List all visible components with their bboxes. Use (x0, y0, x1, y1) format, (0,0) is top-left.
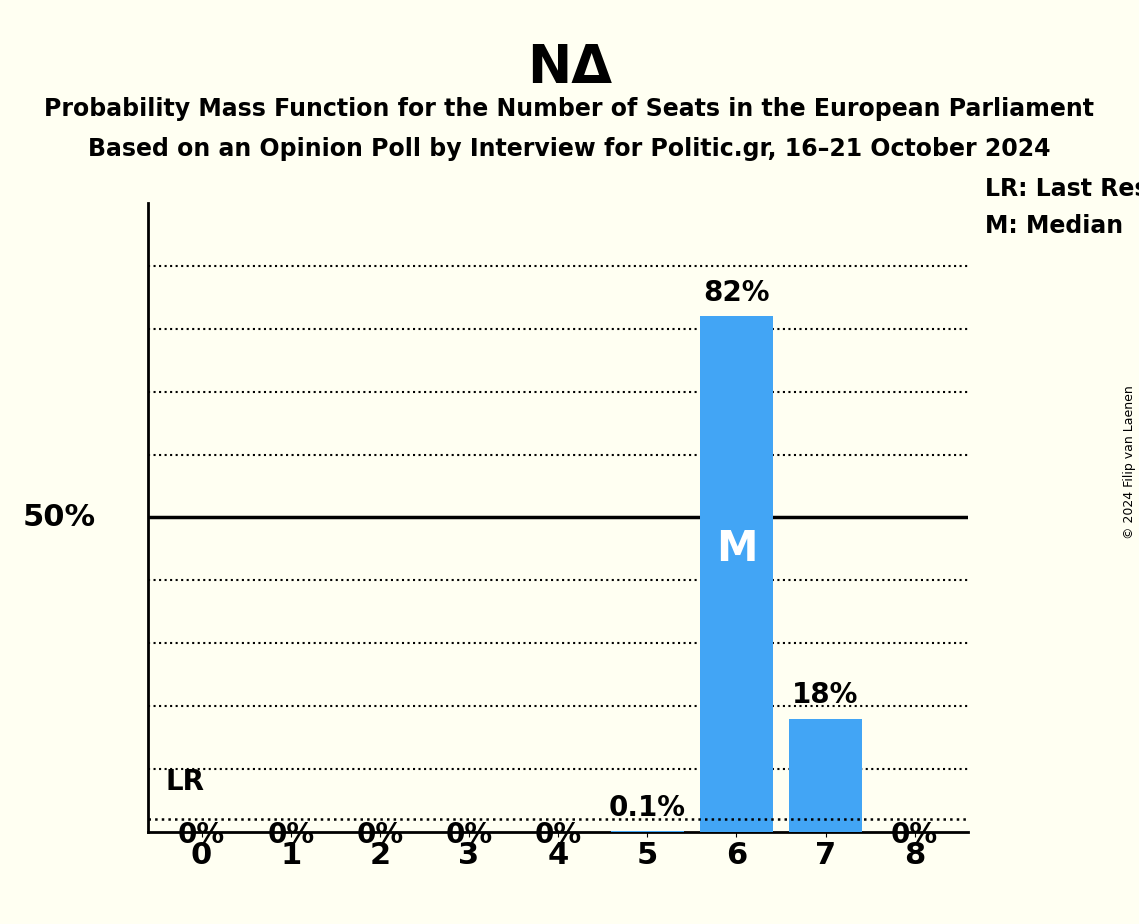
Text: 0%: 0% (445, 821, 492, 849)
Text: 0%: 0% (357, 821, 403, 849)
Text: 0.1%: 0.1% (608, 794, 686, 821)
Text: LR: Last Result: LR: Last Result (985, 177, 1139, 201)
Text: 50%: 50% (23, 503, 96, 532)
Text: © 2024 Filip van Laenen: © 2024 Filip van Laenen (1123, 385, 1137, 539)
Text: M: Median: M: Median (985, 214, 1123, 238)
Text: LR: LR (165, 768, 204, 796)
Text: 82%: 82% (703, 279, 770, 307)
Bar (789, 719, 862, 832)
Text: 0%: 0% (534, 821, 582, 849)
Text: Based on an Opinion Poll by Interview for Politic.gr, 16–21 October 2024: Based on an Opinion Poll by Interview fo… (88, 137, 1051, 161)
Text: 0%: 0% (268, 821, 314, 849)
Text: 18%: 18% (793, 681, 859, 709)
Text: NΔ: NΔ (527, 42, 612, 93)
Text: Probability Mass Function for the Number of Seats in the European Parliament: Probability Mass Function for the Number… (44, 97, 1095, 121)
Text: 0%: 0% (891, 821, 939, 849)
Text: 0%: 0% (178, 821, 226, 849)
Text: M: M (715, 528, 757, 570)
Bar (699, 316, 773, 832)
